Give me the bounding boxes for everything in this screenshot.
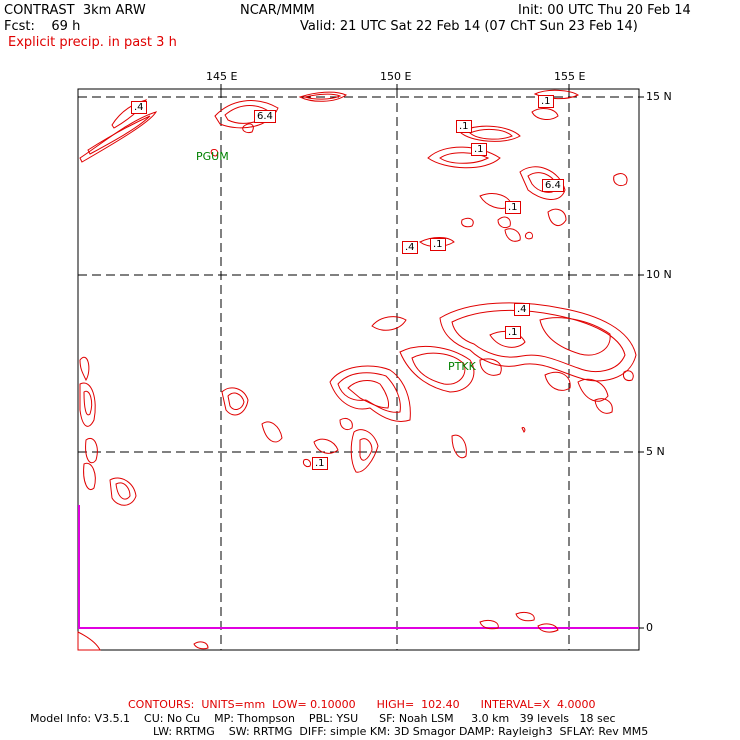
lat-label-10n: 10 N bbox=[646, 268, 672, 281]
lat-label-0: 0 bbox=[646, 621, 653, 634]
contour-label: .4 bbox=[131, 101, 147, 114]
contour-label: 6.4 bbox=[254, 110, 276, 123]
map-frame bbox=[77, 88, 640, 651]
contour-label: 6.4 bbox=[542, 179, 564, 192]
product-title: CONTRAST 3km ARW bbox=[4, 3, 146, 18]
lon-label-155e: 155 E bbox=[554, 70, 586, 83]
lat-label-5n: 5 N bbox=[646, 445, 665, 458]
station-label-ptkk: PTKK bbox=[448, 360, 476, 373]
contour-label: .4 bbox=[402, 241, 418, 254]
contour-label: .1 bbox=[505, 326, 521, 339]
model-info-line1: Model Info: V3.5.1 CU: No Cu MP: Thompso… bbox=[30, 712, 616, 725]
lon-label-145e: 145 E bbox=[206, 70, 238, 83]
contour-label: .1 bbox=[312, 457, 328, 470]
field-title: Explicit precip. in past 3 h bbox=[8, 35, 177, 50]
frame-ticks bbox=[220, 84, 644, 629]
contour-info: CONTOURS: UNITS=mm LOW= 0.10000 HIGH= 10… bbox=[128, 698, 596, 711]
contour-label: .4 bbox=[514, 303, 530, 316]
init-time: Init: 00 UTC Thu 20 Feb 14 bbox=[518, 3, 691, 18]
station-label-pgum: PGUM bbox=[196, 150, 229, 163]
lon-label-150e: 150 E bbox=[380, 70, 412, 83]
forecast-hour: Fcst: 69 h bbox=[4, 19, 81, 34]
valid-time: Valid: 21 UTC Sat 22 Feb 14 (07 ChT Sun … bbox=[300, 19, 638, 34]
contour-label: .1 bbox=[430, 238, 446, 251]
lat-label-15n: 15 N bbox=[646, 90, 672, 103]
contour-label: .1 bbox=[456, 120, 472, 133]
contour-label: .1 bbox=[505, 201, 521, 214]
organization-label: NCAR/MMM bbox=[240, 3, 315, 18]
model-info-line2: LW: RRTMG SW: RRTMG DIFF: simple KM: 3D … bbox=[153, 725, 649, 738]
precip-contours bbox=[77, 89, 637, 651]
contour-label: .1 bbox=[471, 143, 487, 156]
contour-label: .1 bbox=[538, 95, 554, 108]
